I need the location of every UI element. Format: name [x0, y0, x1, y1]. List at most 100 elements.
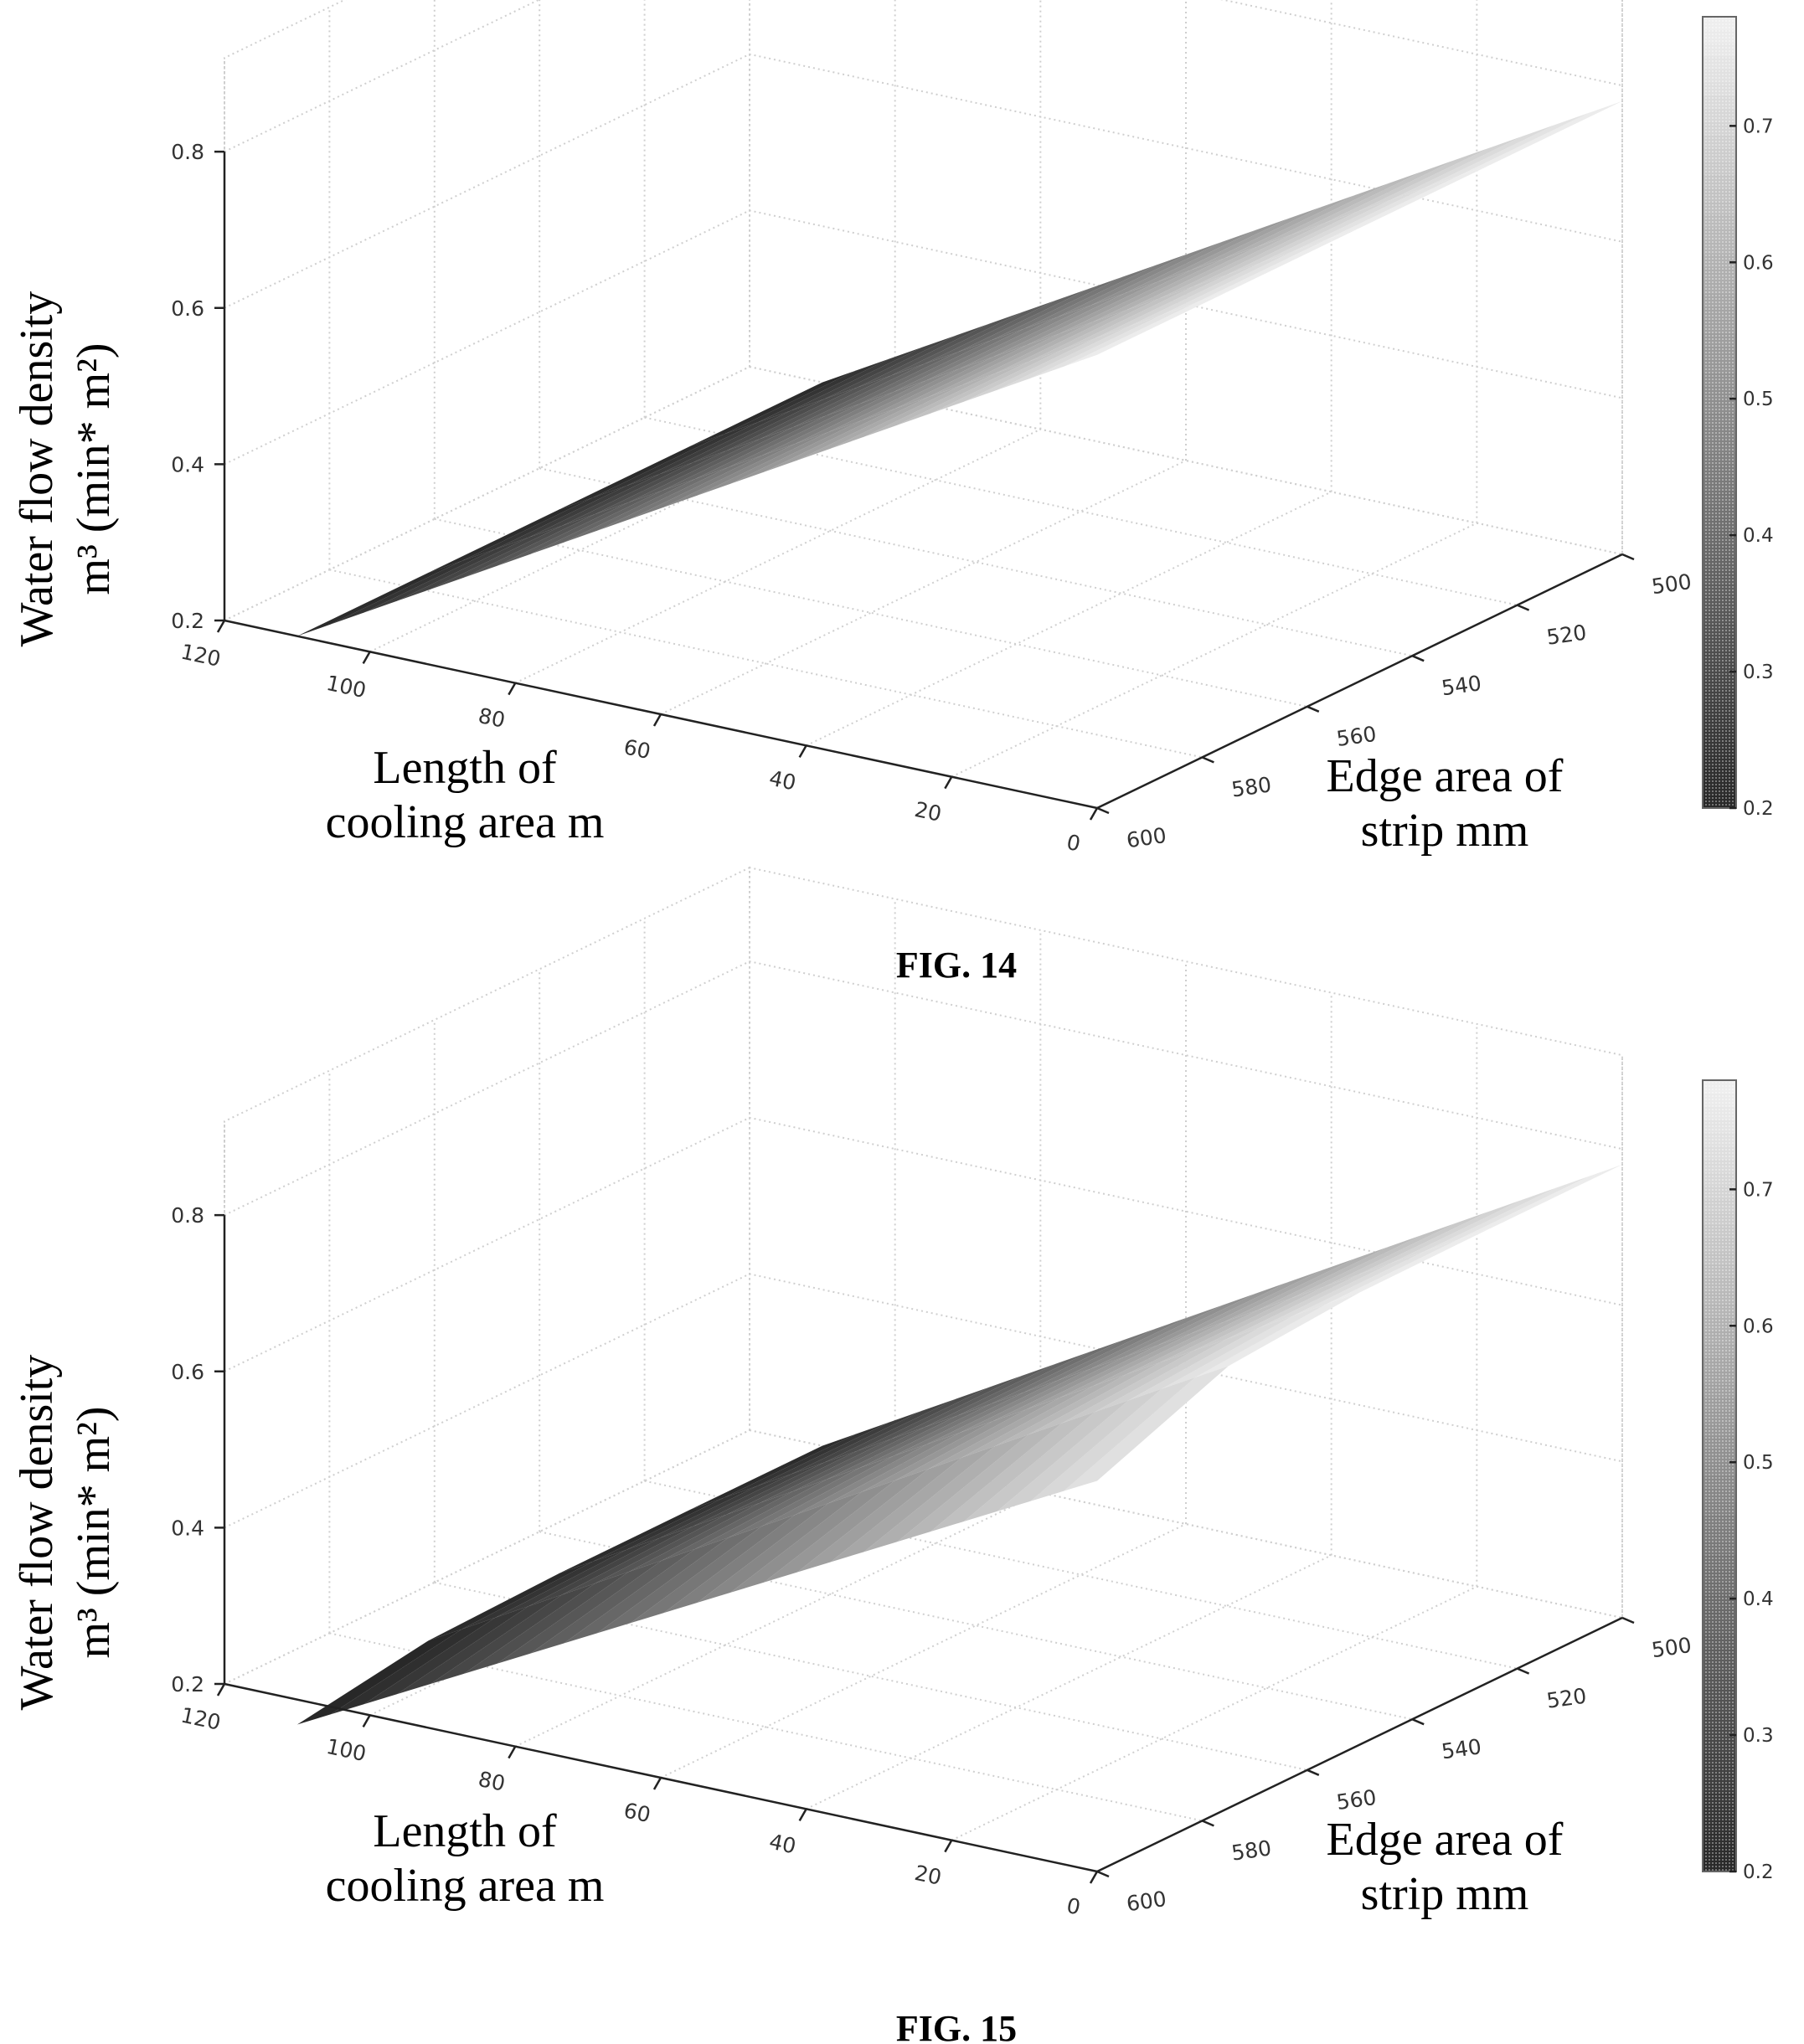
surface-patch [1126, 234, 1291, 311]
surface-patch [1124, 218, 1290, 294]
grid-line-floor-x [369, 397, 896, 653]
surface-patch [461, 1549, 626, 1630]
y-tick-label: 600 [1125, 823, 1167, 852]
x-tick-label: 60 [621, 734, 652, 764]
x-tick-label: 80 [477, 703, 508, 733]
y-tick [1517, 604, 1530, 611]
colorbar-frame [1702, 16, 1737, 809]
colorbar-tick-label: 0.5 [1743, 1452, 1774, 1474]
surface-patch [992, 1345, 1158, 1422]
grid-line-floor-y [749, 366, 1623, 555]
surface-patch [724, 1422, 889, 1498]
x-tick [798, 744, 807, 758]
grid-line-floor-y [539, 1531, 1413, 1721]
surface-patch [963, 1400, 1129, 1521]
y-axis-label-line2: strip mm [1361, 805, 1529, 857]
colorbar-tick-label: 0.4 [1743, 1588, 1774, 1610]
colorbar-texture [1703, 1080, 1736, 1872]
surface-patch [926, 1368, 1091, 1445]
surface-patch [926, 305, 1091, 381]
colorbar-tick-label: 0.5 [1743, 389, 1774, 410]
surface-patch [626, 410, 791, 487]
surface-patch [1162, 239, 1327, 316]
y-tick [1411, 1718, 1425, 1726]
x-tick-label: 60 [621, 1798, 652, 1827]
surface-patch [764, 397, 929, 472]
x-tick [798, 1808, 807, 1821]
surface-patch [764, 1469, 929, 1583]
x-tick-label: 20 [913, 797, 944, 826]
surface-patch [991, 1328, 1156, 1404]
surface-patch [995, 298, 1160, 374]
y-tick [1096, 806, 1110, 815]
surface-patch [1095, 263, 1260, 339]
surface-patch [1026, 270, 1192, 346]
surface-patch [924, 1352, 1090, 1428]
y-tick [1517, 1667, 1530, 1675]
grid-line-floor-x [224, 366, 750, 621]
grid-line-z [224, 209, 1623, 466]
surface-patch [528, 1526, 693, 1607]
y-tick [1411, 655, 1425, 662]
surface-patch [930, 1411, 1095, 1532]
colorbar-tick-label: 0.7 [1743, 116, 1774, 137]
surface-patch [1028, 286, 1193, 363]
surface-patch [761, 380, 927, 456]
surface-patch [1194, 228, 1360, 304]
surface-patch [1057, 1305, 1223, 1381]
x-tick-label: 80 [477, 1767, 508, 1796]
colorbar-tick-label: 0.7 [1743, 1179, 1774, 1201]
y-tick-label: 520 [1545, 620, 1588, 650]
surface-patch [828, 357, 993, 432]
surface-patch [595, 1502, 760, 1583]
surface-patch [1457, 1164, 1622, 1240]
surface-patch [1257, 1234, 1423, 1310]
surface-patch [1157, 1269, 1322, 1346]
surface-patch [761, 1444, 927, 1527]
surface-patch [1059, 1321, 1224, 1398]
surface-patch [1093, 246, 1258, 322]
x-tick-label: 100 [324, 1734, 369, 1766]
surface-patch [1030, 303, 1195, 378]
x-tick-label: 120 [178, 1703, 223, 1735]
x-tick [508, 682, 517, 696]
surface-patch [830, 1445, 996, 1563]
z-axis-unit-label: m³ (min* m²) [68, 342, 120, 595]
grid-line-floor-x [660, 1523, 1187, 1779]
surface-patch [1424, 112, 1590, 188]
surface-patch [795, 1433, 960, 1515]
surface-patch [897, 350, 1062, 425]
surface-patch [757, 1410, 923, 1486]
surface-patch [961, 1374, 1126, 1458]
surface-patch [1024, 253, 1189, 329]
colorbar-tick-label: 0.3 [1743, 662, 1774, 683]
grid-line-floor-x [806, 491, 1332, 747]
colorbar-tick-label: 0.2 [1743, 1861, 1774, 1883]
surface-patch [693, 1450, 858, 1527]
surface-patch [757, 347, 923, 423]
surface-patch [1226, 1263, 1391, 1340]
surface-patch [530, 1548, 695, 1654]
surface-patch [497, 490, 662, 566]
grid-line-floor-x [224, 1429, 750, 1685]
surface-patch [564, 1537, 729, 1644]
surface-patch [1193, 1274, 1358, 1352]
surface-patch [430, 513, 595, 590]
grid-line-floor-y [434, 517, 1308, 708]
grid-line-z [224, 960, 1623, 1217]
x-tick [652, 1777, 662, 1790]
surface-patch [561, 451, 727, 526]
y-axis-label-line2: strip mm [1361, 1868, 1529, 1920]
x-tick [362, 651, 371, 664]
surface-patch [930, 338, 1095, 414]
surface-patch [957, 276, 1123, 353]
surface-patch [1224, 1246, 1389, 1322]
grid-line-z [224, 1116, 1623, 1372]
grid-line-floor-x [806, 1554, 1332, 1810]
surface-patch [694, 404, 860, 479]
surface-patch [830, 373, 996, 449]
chart-fig-14: 0.8 0.6 0.4 0.2 120 100 80 60 40 20 0 500 520 540 560 5… [11, 0, 1774, 986]
z-axis-unit-label: m³ (min* m²) [68, 1406, 120, 1658]
surface-patch [894, 1398, 1060, 1480]
surface-patch [1257, 171, 1423, 247]
